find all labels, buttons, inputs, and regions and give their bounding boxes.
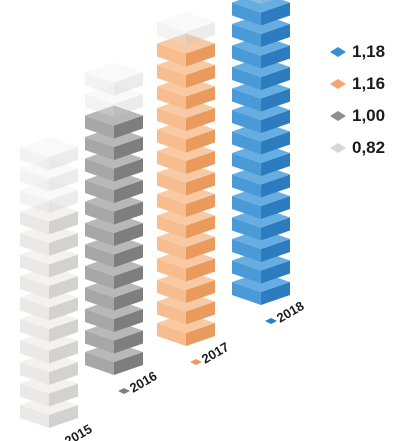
bar-cube bbox=[85, 105, 143, 139]
cube-icon bbox=[330, 111, 346, 121]
legend-label-2018: 1,18 bbox=[352, 42, 386, 61]
cube-icon bbox=[330, 47, 346, 57]
bar-cube bbox=[232, 0, 290, 26]
year-label-2015: 2015 bbox=[62, 421, 95, 441]
bar-cube bbox=[157, 33, 215, 67]
year-marker-2017 bbox=[190, 359, 202, 365]
legend-item-2018: 1,18 bbox=[328, 36, 385, 68]
year-label-2017: 2017 bbox=[199, 339, 232, 366]
bar-ghost-cube bbox=[85, 62, 143, 96]
cube-icon bbox=[330, 143, 346, 153]
cube-icon bbox=[330, 79, 346, 89]
year-marker-2018 bbox=[265, 318, 277, 324]
legend-label-2017: 1,16 bbox=[352, 74, 386, 93]
bar-ghost-cube bbox=[20, 158, 78, 192]
bar-ghost-cube bbox=[85, 84, 143, 117]
bar-ghost-cube bbox=[20, 180, 78, 213]
legend-item-2017: 1,16 bbox=[328, 68, 385, 100]
bar-2015 bbox=[20, 137, 78, 428]
bar-ghost-cube bbox=[249, 0, 273, 4]
bar-ghost-cube bbox=[20, 137, 78, 170]
year-label-2016: 2016 bbox=[127, 368, 160, 395]
legend-item-2015: 0,82 bbox=[328, 132, 385, 164]
legend-label-2016: 1,00 bbox=[352, 106, 386, 125]
bar-ghost-cube bbox=[157, 12, 215, 45]
bar-2017 bbox=[157, 12, 215, 346]
bar-cube bbox=[20, 201, 78, 235]
bar-2018 bbox=[232, 0, 290, 305]
year-marker-2016 bbox=[118, 388, 130, 394]
legend: 1,18 1,16 1,00 0,82 bbox=[328, 36, 385, 164]
legend-item-2016: 1,00 bbox=[328, 100, 385, 132]
year-label-2018: 2018 bbox=[274, 298, 307, 325]
legend-label-2015: 0,82 bbox=[352, 138, 386, 157]
bar-2016 bbox=[85, 62, 143, 375]
